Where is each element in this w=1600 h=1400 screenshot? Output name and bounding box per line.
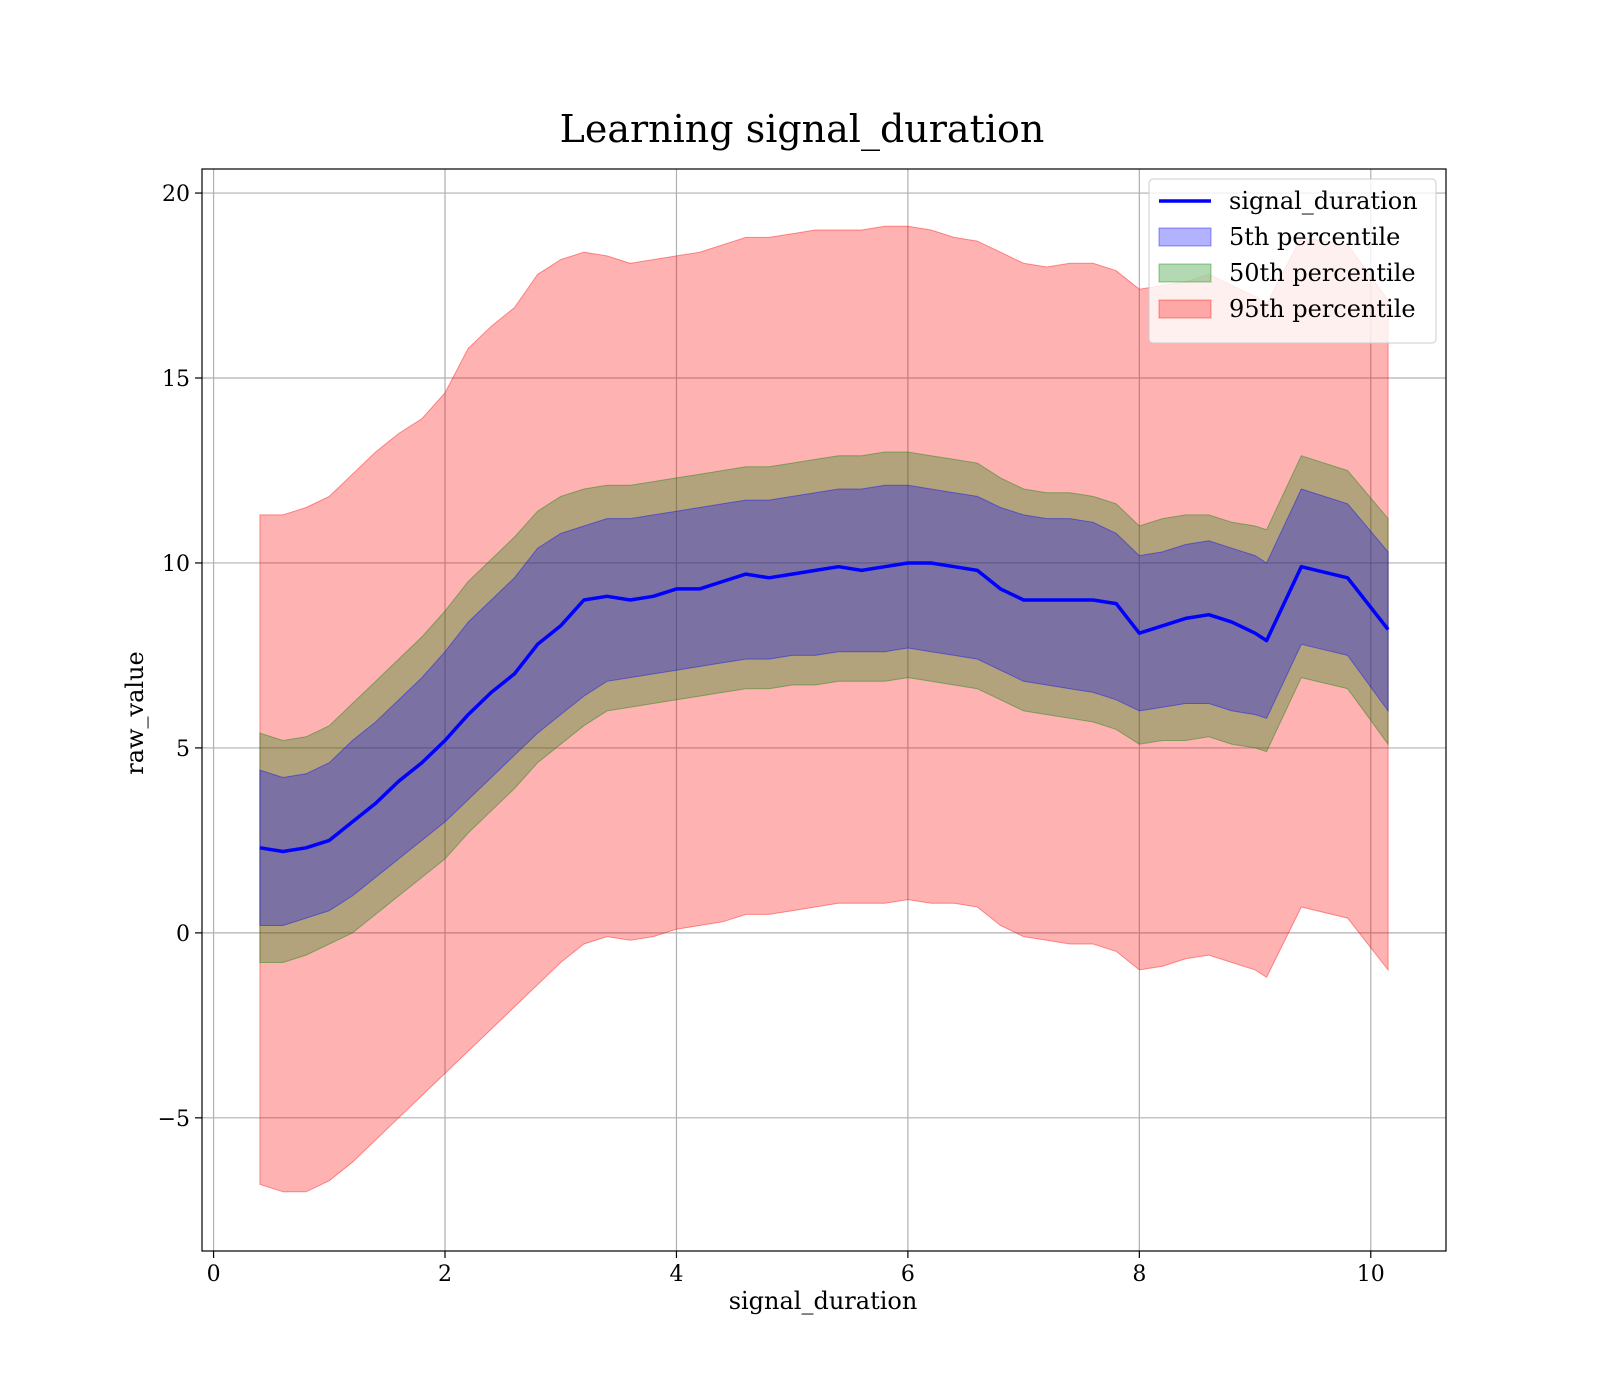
line-signal-duration xyxy=(259,561,1390,854)
x-tick-label: 8 xyxy=(1132,1262,1146,1287)
percentile-bands xyxy=(259,225,1389,1193)
band-95th-percentile xyxy=(259,225,1389,1193)
y-tick-label: 10 xyxy=(162,552,190,577)
legend-band-swatch xyxy=(1158,299,1212,319)
x-tick-label: 4 xyxy=(669,1262,683,1287)
x-axis-label: signal_duration xyxy=(729,1287,918,1315)
legend-label: 50th percentile xyxy=(1229,259,1416,287)
band-5th-percentile xyxy=(259,484,1389,926)
x-tick-label: 0 xyxy=(207,1262,221,1287)
legend-label: signal_duration xyxy=(1229,187,1418,215)
y-tick-label: −5 xyxy=(158,1107,190,1132)
legend-label: 5th percentile xyxy=(1229,223,1400,251)
x-tick-label: 2 xyxy=(438,1262,452,1287)
chart-title: Learning signal_duration xyxy=(560,107,1045,152)
series-lines xyxy=(259,561,1390,854)
y-axis-label: raw_value xyxy=(121,651,149,775)
x-tick-label: 10 xyxy=(1357,1262,1385,1287)
legend: signal_duration 5th percentile 50th percen… xyxy=(1148,178,1437,344)
y-tick-label: 5 xyxy=(176,737,190,762)
legend-label: 95th percentile xyxy=(1229,295,1416,323)
legend-band-swatch xyxy=(1158,227,1212,247)
plot-frame xyxy=(201,168,1447,1252)
band-50th-percentile xyxy=(259,451,1389,963)
grid xyxy=(202,169,1446,1251)
axis-ticks: 0 2 4 6 8 10 −5 0 5 10 15 20 xyxy=(158,182,1385,1287)
x-tick-label: 6 xyxy=(901,1262,915,1287)
y-tick-label: 15 xyxy=(162,367,190,392)
y-tick-label: 20 xyxy=(162,182,190,207)
legend-band-swatch xyxy=(1158,263,1212,283)
y-tick-label: 0 xyxy=(176,922,190,947)
legend-box xyxy=(1148,178,1437,344)
